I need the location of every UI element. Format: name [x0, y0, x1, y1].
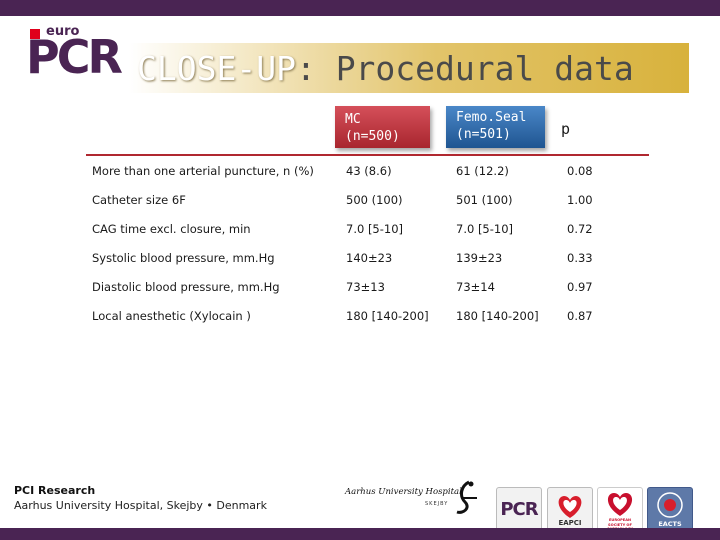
cell-mc: 180 [140-200]	[346, 308, 429, 323]
row-label: CAG time excl. closure, min	[92, 221, 251, 236]
aarhus-hospital-logo: Aarhus University Hospital SKEJBY	[345, 478, 485, 518]
column-header-p: p	[561, 120, 571, 138]
column-header-femoseal: Femo.Seal (n=501)	[446, 106, 545, 148]
row-label: Diastolic blood pressure, mm.Hg	[92, 279, 280, 294]
table-row: CAG time excl. closure, min 7.0 [5-10] 7…	[86, 214, 627, 243]
table-row: Systolic blood pressure, mm.Hg 140±23 13…	[86, 243, 627, 272]
row-label: Systolic blood pressure, mm.Hg	[92, 250, 275, 265]
row-label: Catheter size 6F	[92, 192, 186, 207]
cell-p: 1.00	[567, 192, 593, 207]
cell-femoseal: 7.0 [5-10]	[456, 221, 514, 236]
esc-heart-icon	[607, 493, 633, 516]
row-label: Local anesthetic (Xylocain )	[92, 308, 251, 323]
cell-p: 0.08	[567, 163, 593, 178]
procedural-data-table: More than one arterial puncture, n (%) 4…	[86, 156, 627, 330]
column-header-mc: MC (n=500)	[335, 106, 430, 148]
table-row: Diastolic blood pressure, mm.Hg 73±13 73…	[86, 272, 627, 301]
slide-title-accent: CLOSE-UP	[137, 49, 296, 88]
cell-femoseal: 73±14	[456, 279, 495, 294]
cell-p: 0.87	[567, 308, 593, 323]
column-header-mc-line2: (n=500)	[345, 129, 400, 144]
footer-org-name: PCI Research	[14, 484, 96, 497]
logo-red-square	[30, 29, 40, 39]
eapci-badge-label: EAPCI	[558, 519, 582, 527]
footer-organization: PCI Research Aarhus University Hospital,…	[14, 484, 267, 512]
title-band: CLOSE-UP: Procedural data	[129, 43, 689, 93]
eapci-heart-icon	[558, 496, 582, 518]
column-header-femoseal-line2: (n=501)	[456, 127, 511, 142]
cell-femoseal: 61 (12.2)	[456, 163, 509, 178]
cell-mc: 43 (8.6)	[346, 163, 392, 178]
cell-femoseal: 180 [140-200]	[456, 308, 539, 323]
table-row: More than one arterial puncture, n (%) 4…	[86, 156, 627, 185]
cell-femoseal: 139±23	[456, 250, 503, 265]
bottom-brand-bar	[0, 528, 720, 540]
cell-femoseal: 501 (100)	[456, 192, 513, 207]
column-header-femoseal-line1: Femo.Seal	[456, 110, 527, 125]
pcr-badge: PCR	[496, 487, 542, 533]
eacts-circle-icon	[657, 492, 683, 518]
cell-mc: 500 (100)	[346, 192, 403, 207]
cell-p: 0.33	[567, 250, 593, 265]
cell-mc: 140±23	[346, 250, 393, 265]
esc-badge: EUROPEAN SOCIETY OF CARDIOLOGY	[597, 487, 643, 533]
eacts-badge: EACTS	[647, 487, 693, 533]
table-row: Catheter size 6F 500 (100) 501 (100) 1.0…	[86, 185, 627, 214]
header-divider	[86, 154, 649, 156]
slide-title-rest: : Procedural data	[295, 49, 634, 88]
cell-mc: 73±13	[346, 279, 385, 294]
table-row: Local anesthetic (Xylocain ) 180 [140-20…	[86, 301, 627, 330]
footer-org-location: Aarhus University Hospital, Skejby • Den…	[14, 499, 267, 512]
eacts-badge-label: EACTS	[658, 520, 682, 528]
column-header-mc-line1: MC	[345, 112, 361, 127]
europcr-logo: euro PCR	[26, 24, 126, 82]
row-label: More than one arterial puncture, n (%)	[92, 163, 314, 178]
hospital-emblem-icon	[456, 480, 477, 514]
pcr-badge-label: PCR	[500, 499, 538, 520]
aarhus-hospital-logo-sub: SKEJBY	[425, 501, 449, 507]
slide-title: CLOSE-UP: Procedural data	[137, 49, 634, 88]
aarhus-hospital-logo-text: Aarhus University Hospital	[345, 487, 462, 497]
logo-pcr-text: PCR	[26, 30, 123, 84]
top-brand-bar	[0, 0, 720, 16]
cell-mc: 7.0 [5-10]	[346, 221, 404, 236]
cell-p: 0.72	[567, 221, 593, 236]
logo-euro-text: euro	[46, 24, 80, 39]
eapci-badge: EAPCI	[547, 487, 593, 533]
cell-p: 0.97	[567, 279, 593, 294]
